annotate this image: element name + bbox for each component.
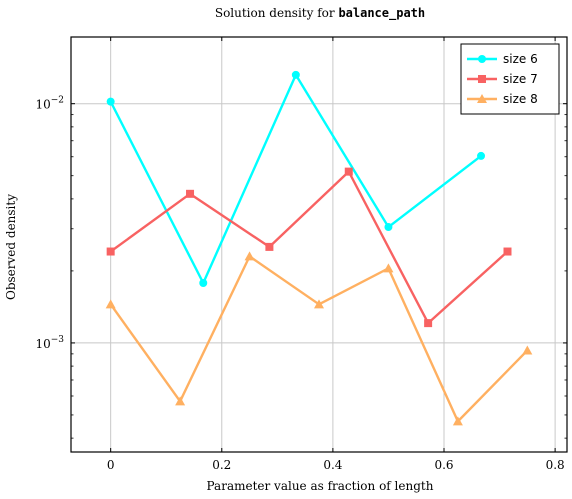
chart-title-prefix: Solution density for bbox=[215, 6, 339, 20]
x-tick-label: 0.6 bbox=[434, 458, 453, 472]
data-point bbox=[522, 345, 533, 355]
series-1 bbox=[106, 70, 486, 288]
legend-swatch-marker bbox=[478, 75, 486, 83]
y-tick-label: 10−3 bbox=[35, 335, 64, 351]
legend-swatch-marker bbox=[477, 94, 487, 103]
series-2 bbox=[106, 167, 512, 328]
series-line bbox=[109, 255, 529, 423]
data-point bbox=[265, 242, 274, 251]
data-point bbox=[105, 299, 116, 309]
chart-title-code: balance_path bbox=[338, 6, 425, 21]
series-3 bbox=[105, 251, 533, 426]
legend-swatch-marker bbox=[478, 55, 486, 63]
data-point bbox=[452, 416, 463, 426]
legend-entry: size 7 bbox=[467, 72, 538, 86]
data-point bbox=[477, 151, 486, 160]
legend-entry: size 8 bbox=[467, 92, 538, 106]
x-tick-label: 0.4 bbox=[323, 458, 342, 472]
data-point bbox=[175, 396, 186, 406]
data-point bbox=[384, 223, 393, 232]
legend-entry: size 6 bbox=[467, 52, 538, 66]
data-point bbox=[106, 247, 115, 256]
data-point bbox=[291, 70, 300, 79]
series-line bbox=[109, 73, 482, 285]
y-tick-exponent: −2 bbox=[51, 96, 64, 106]
chart-title: Solution density for balance_path bbox=[215, 6, 425, 21]
x-tick-label: 0.8 bbox=[546, 458, 565, 472]
x-tick-label: 0.2 bbox=[212, 458, 231, 472]
data-point bbox=[244, 251, 255, 261]
data-point bbox=[199, 279, 208, 288]
data-point bbox=[383, 263, 394, 273]
y-tick-base: 10 bbox=[35, 98, 50, 112]
axis-ticks: 0 0.2 0.4 0.6 0.810−210−3 bbox=[35, 37, 567, 472]
y-tick-base: 10 bbox=[35, 337, 50, 351]
data-point bbox=[314, 299, 324, 309]
series-line bbox=[109, 170, 509, 325]
x-axis-label: Parameter value as fraction of length bbox=[207, 479, 434, 493]
data-point bbox=[106, 97, 115, 106]
data-point bbox=[186, 189, 195, 198]
y-tick-exponent: −3 bbox=[51, 335, 65, 345]
legend-label: size 8 bbox=[503, 92, 538, 106]
data-point bbox=[344, 167, 353, 176]
y-tick-label: 10−2 bbox=[35, 96, 64, 112]
data-point bbox=[424, 319, 433, 328]
x-tick-label: 0 bbox=[107, 458, 115, 472]
plot-frame bbox=[70, 36, 568, 453]
series-layer bbox=[105, 70, 533, 426]
legend: size 6 size 7 size 8 bbox=[460, 43, 560, 115]
legend-label: size 6 bbox=[503, 52, 538, 66]
y-axis-label: Observed density bbox=[4, 194, 18, 300]
data-point bbox=[503, 247, 512, 256]
legend-label: size 7 bbox=[503, 72, 538, 86]
